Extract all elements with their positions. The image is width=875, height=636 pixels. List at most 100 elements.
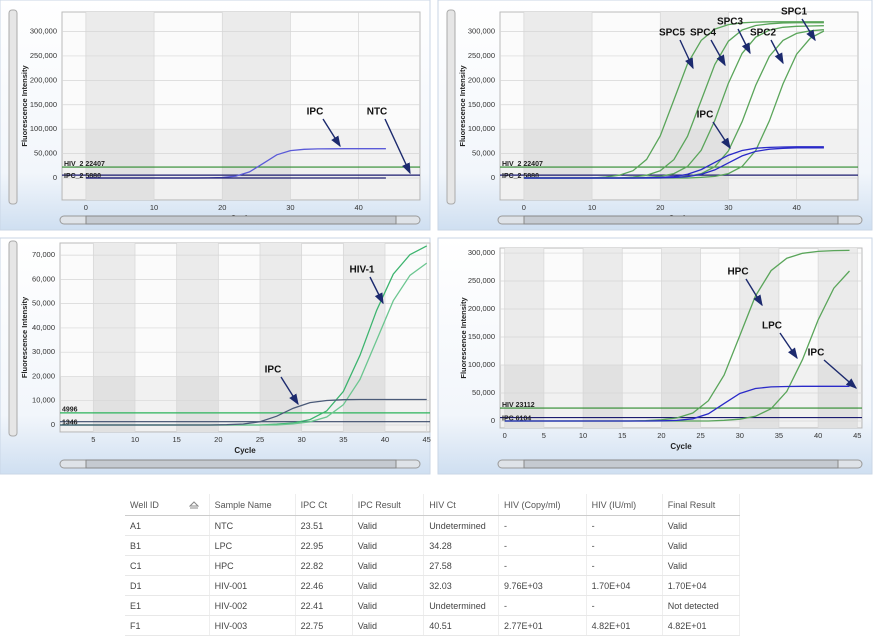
y-tick-label: 0 (51, 420, 55, 429)
table-cell: HIV-001 (209, 575, 296, 596)
y-tick-label: 40,000 (32, 323, 55, 332)
plot-band-low (500, 365, 862, 428)
annotation-arrow (801, 18, 816, 42)
table-cell: B1 (125, 535, 210, 556)
x-tick-label: 10 (131, 435, 139, 444)
plot-band (739, 248, 779, 428)
threshold-label: 1346 (62, 420, 78, 427)
x-tick-label: 30 (297, 435, 305, 444)
threshold-label: IPC 6104 (502, 415, 531, 422)
x-axis-label: Cycle (670, 442, 692, 451)
annotation-arrow (384, 118, 411, 175)
x-tick-label: 0 (503, 431, 507, 440)
table-cell: HIV-003 (209, 615, 296, 636)
amplification-curve (523, 147, 824, 179)
y-tick-label: 0 (53, 173, 57, 182)
scroll-handle[interactable] (85, 215, 397, 225)
header-row: Well ID Sample Name IPC Ct IPC Result HIV Ct… (125, 494, 741, 516)
y-tick-label: 0 (491, 173, 495, 182)
table-cell: - (498, 555, 587, 576)
annotation-label: SPC4 (690, 28, 717, 39)
x-tick-label: 20 (214, 435, 222, 444)
y-tick-label: 20,000 (32, 371, 55, 380)
table-cell: Valid (662, 535, 741, 556)
charts: 0 50,000 100,000 150,000 200,000 250,000 300,0… (0, 0, 873, 475)
scroll-handle[interactable] (523, 459, 839, 469)
annotation-label: HPC (727, 267, 748, 278)
x-tick-label: 0 (84, 203, 88, 212)
table-cell: D1 (125, 575, 210, 596)
y-tick-label: 150,000 (468, 332, 495, 341)
plot-band (85, 12, 155, 200)
table-cell: 27.58 (423, 555, 499, 576)
y-tick-label: 300,000 (468, 27, 495, 36)
plot-band-low (500, 129, 858, 200)
vertical-scrollbar[interactable] (8, 240, 18, 437)
y-tick-label: 50,000 (472, 388, 495, 397)
x-tick-label: 20 (656, 203, 664, 212)
x-tick-label: 15 (618, 431, 626, 440)
vertical-scrollbar[interactable] (8, 9, 18, 205)
chart-panel: 0 10,000 20,000 30,000 40,000 50,000 60,000 70,… (0, 237, 431, 475)
chart-panel: 0 50,000 100,000 150,000 200,000 250,000 300,0… (437, 237, 873, 475)
x-tick-label: 40 (792, 203, 800, 212)
x-tick-label: 45 (853, 431, 861, 440)
x-tick-label: 5 (542, 431, 546, 440)
chart-panel: 0 50,000 100,000 150,000 200,000 250,000 300,0… (0, 0, 431, 231)
annotation-label: SPC3 (717, 17, 744, 28)
annotation-arrow (737, 28, 751, 55)
x-axis-label: Cycle (234, 446, 256, 455)
annotation-label: IPC (265, 365, 282, 376)
table-cell: 34.28 (423, 535, 499, 556)
table-cell: Valid (352, 535, 425, 556)
column-header[interactable]: Well ID (125, 494, 210, 516)
vertical-scrollbar[interactable] (446, 9, 456, 205)
scroll-handle[interactable] (523, 215, 839, 225)
annotation-arrow (745, 278, 763, 307)
plot-band (523, 12, 593, 200)
column-header: IPC Result (352, 494, 425, 516)
table-cell: 22.82 (295, 555, 353, 576)
annotation-arrow (369, 276, 384, 305)
y-axis-label: Fluorescence Intensity (20, 65, 29, 147)
x-tick-label: 25 (696, 431, 704, 440)
y-tick-label: 100,000 (468, 360, 495, 369)
plot-band (818, 248, 858, 428)
table-cell: Undetermined (423, 595, 499, 616)
annotation-label: SPC1 (781, 7, 808, 18)
results-table: Well ID Sample Name IPC Ct IPC Result HIV Ct… (125, 494, 741, 636)
column-header: HIV Ct (423, 494, 499, 516)
table-cell: Valid (352, 575, 425, 596)
plot-band-low (60, 376, 430, 432)
sort-icon[interactable] (188, 501, 200, 509)
column-header: HIV (IU/ml) (586, 494, 663, 516)
scroll-handle[interactable] (85, 459, 397, 469)
table-cell: 22.41 (295, 595, 353, 616)
y-tick-label: 200,000 (30, 75, 57, 84)
annotation-arrow (322, 118, 341, 148)
annotation-arrow (712, 121, 731, 150)
table-cell: 4.82E+01 (586, 615, 663, 636)
table-cell: HPC (209, 555, 296, 576)
y-tick-label: 200,000 (468, 75, 495, 84)
annotation-arrow (710, 39, 726, 67)
y-tick-label: 250,000 (468, 276, 495, 285)
threshold-label: HIV_2 22407 (502, 161, 543, 168)
table-cell: 4.82E+01 (662, 615, 741, 636)
table-cell: - (498, 515, 587, 536)
y-tick-label: 250,000 (468, 51, 495, 60)
annotation-arrow (679, 39, 694, 70)
y-tick-label: 50,000 (472, 149, 495, 158)
column-header: IPC Ct (295, 494, 353, 516)
plot-band (504, 248, 544, 428)
table-cell: Valid (352, 515, 425, 536)
x-tick-label: 30 (736, 431, 744, 440)
table-row: E1 HIV-002 22.41 Valid Undetermined - - Not det… (125, 595, 741, 616)
annotation-label: LPC (762, 321, 782, 332)
table-cell: LPC (209, 535, 296, 556)
table-row: F1 HIV-003 22.75 Valid 40.51 2.77E+01 4.82E+01… (125, 615, 741, 636)
table-cell: 23.51 (295, 515, 353, 536)
table-cell: Valid (352, 595, 425, 616)
table-cell: 32.03 (423, 575, 499, 596)
